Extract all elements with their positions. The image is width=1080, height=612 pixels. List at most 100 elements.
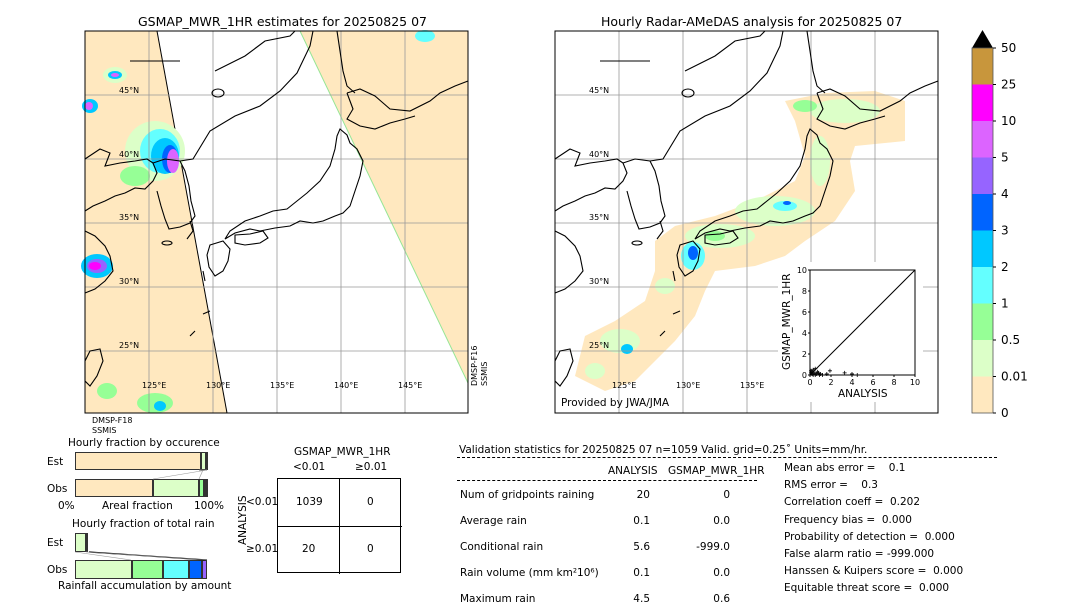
lon-label: 135°E bbox=[740, 381, 765, 390]
contingency-col-title: GSMAP_MWR_1HR bbox=[294, 446, 391, 458]
y-tick-label: 2 bbox=[802, 350, 807, 359]
swath-label: DMSP-F16 bbox=[470, 345, 479, 386]
colorbar-swatch bbox=[972, 194, 993, 231]
x-tick-label: 4 bbox=[849, 378, 854, 387]
est-label: Est bbox=[47, 537, 64, 549]
col-label: ≥0.01 bbox=[355, 461, 388, 473]
cell: 20 bbox=[302, 543, 316, 555]
score: Correlation coeff = 0.202 bbox=[784, 496, 920, 509]
x-tick-label: 10 bbox=[910, 378, 920, 387]
swath-label: SSMIS bbox=[480, 361, 489, 387]
graticule bbox=[555, 31, 938, 413]
bar-segment bbox=[75, 560, 132, 579]
rain-patches bbox=[81, 30, 435, 413]
stat-analysis: 20 bbox=[636, 489, 650, 501]
bar-segment bbox=[188, 560, 202, 579]
cell: 1039 bbox=[296, 496, 323, 508]
stat-analysis: 0.1 bbox=[633, 567, 650, 579]
lat-label: 30°N bbox=[589, 277, 610, 286]
lat-label: 35°N bbox=[589, 213, 610, 222]
graticule bbox=[85, 31, 468, 413]
colorbar: 0 0.01 0.5 1 2 3 4 5 10 25 50 bbox=[971, 30, 1028, 420]
colorbar-label: 5 bbox=[1001, 151, 1009, 165]
rain-accum-label: Rainfall accumulation by amount bbox=[58, 580, 232, 592]
col-header: ANALYSIS bbox=[608, 465, 658, 477]
bar-segment bbox=[75, 452, 202, 470]
stat-analysis: 0.1 bbox=[633, 515, 650, 527]
left-map-title: GSMAP_MWR_1HR estimates for 20250825 07 bbox=[138, 14, 427, 29]
score: False alarm ratio = -999.000 bbox=[784, 548, 935, 560]
colorbar-swatch bbox=[972, 157, 993, 194]
contingency-table: 1039 0 20 0 bbox=[277, 478, 402, 574]
colorbar-label: 4 bbox=[1001, 187, 1009, 201]
left-map bbox=[81, 30, 469, 414]
stat-label: Num of gridpoints raining bbox=[460, 489, 595, 501]
bar-segment bbox=[201, 560, 207, 579]
row-label: <0.01 bbox=[246, 496, 279, 508]
tick-100: 100% bbox=[194, 500, 225, 512]
stat-gsmap: 0 bbox=[723, 489, 730, 501]
bar-segment bbox=[131, 560, 164, 579]
obs-label: Obs bbox=[47, 564, 68, 576]
scatter-point bbox=[809, 370, 814, 375]
x-tick-label: 6 bbox=[870, 378, 875, 387]
colorbar-label: 0 bbox=[1001, 406, 1009, 420]
lon-label: 145°E bbox=[398, 381, 423, 390]
row-label: ≥0.01 bbox=[246, 543, 279, 555]
y-tick-label: 10 bbox=[797, 266, 807, 275]
scatter-point bbox=[813, 373, 818, 377]
score: Equitable threat score = 0.000 bbox=[784, 582, 950, 595]
colorbar-swatch bbox=[972, 376, 993, 413]
score: Hanssen & Kuipers score = 0.000 bbox=[784, 565, 964, 578]
swath-label: SSMIS bbox=[92, 426, 117, 435]
x-tick-label: 2 bbox=[828, 378, 833, 387]
tick-0: 0% bbox=[58, 500, 75, 512]
lon-label: 130°E bbox=[206, 381, 231, 390]
bar-segment bbox=[205, 452, 208, 470]
lat-label: 25°N bbox=[589, 341, 610, 350]
stat-label: Maximum rain bbox=[460, 593, 536, 605]
colorbar-label: 25 bbox=[1001, 78, 1016, 92]
lon-label: 135°E bbox=[270, 381, 295, 390]
est-label: Est bbox=[47, 456, 64, 468]
cell: 0 bbox=[367, 543, 374, 555]
stat-analysis: 5.6 bbox=[633, 541, 650, 553]
lon-label: 125°E bbox=[612, 381, 637, 390]
colorbar-swatch bbox=[972, 48, 993, 85]
scatter-xlabel: ANALYSIS bbox=[838, 388, 888, 400]
lon-label: 130°E bbox=[676, 381, 701, 390]
stat-label: Rain volume (mm km²10⁶) bbox=[460, 567, 599, 579]
scatter-point bbox=[813, 366, 818, 371]
scatter-point bbox=[824, 371, 829, 376]
colorbar-swatch bbox=[972, 340, 993, 377]
bar-segment bbox=[199, 479, 205, 497]
colorbar-label: 2 bbox=[1001, 260, 1009, 274]
lon-label: 125°E bbox=[142, 381, 167, 390]
score: RMS error = 0.3 bbox=[784, 479, 878, 492]
cell: 0 bbox=[367, 496, 374, 508]
bar-segment bbox=[75, 479, 153, 497]
lat-label: 40°N bbox=[119, 150, 140, 159]
colorbar-extend-arrow bbox=[972, 30, 993, 48]
scatter-point bbox=[827, 368, 832, 373]
colorbar-swatch bbox=[972, 121, 993, 158]
scatter-point bbox=[811, 367, 816, 372]
scatter-point bbox=[817, 373, 822, 377]
stat-gsmap: -999.0 bbox=[696, 541, 730, 553]
credit-label: Provided by JWA/JMA bbox=[561, 397, 670, 409]
bar-segment bbox=[163, 560, 189, 579]
stat-gsmap: 0.0 bbox=[713, 567, 730, 579]
col-label: <0.01 bbox=[293, 461, 326, 473]
y-tick-label: 0 bbox=[802, 371, 807, 380]
colorbar-swatch bbox=[972, 84, 993, 121]
bar-segment bbox=[152, 479, 200, 497]
colorbar-label: 1 bbox=[1001, 297, 1009, 311]
lat-label: 35°N bbox=[119, 213, 140, 222]
colorbar-swatch bbox=[972, 230, 993, 267]
lat-label: 45°N bbox=[119, 86, 140, 95]
y-tick-label: 8 bbox=[802, 287, 807, 296]
bar-segment bbox=[85, 533, 89, 552]
scatter-point bbox=[815, 369, 820, 374]
colorbar-label: 0.5 bbox=[1001, 333, 1020, 347]
colorbar-label: 3 bbox=[1001, 224, 1009, 238]
